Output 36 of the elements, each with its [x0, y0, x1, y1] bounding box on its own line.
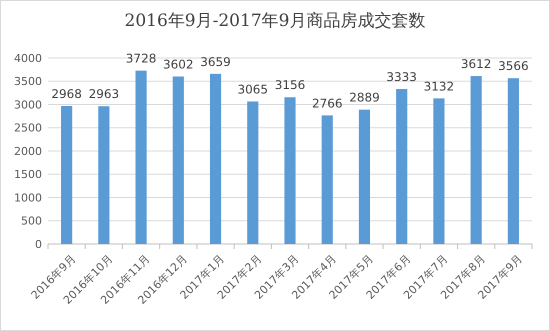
data-label: 3566: [498, 59, 529, 74]
data-label: 3659: [200, 54, 231, 69]
bar: [508, 78, 519, 244]
bar: [433, 98, 445, 244]
data-label: 3728: [126, 52, 156, 66]
bar: [210, 74, 222, 244]
bar: [322, 115, 333, 244]
y-tick-label: 500: [21, 214, 42, 228]
data-label: 2766: [312, 96, 343, 110]
y-tick-label: 4000: [14, 52, 42, 65]
bar: [61, 106, 72, 244]
bar: [172, 76, 184, 244]
bar: [98, 106, 110, 244]
bar: [247, 101, 258, 244]
y-tick-label: 2500: [14, 122, 42, 135]
data-label: 2968: [51, 86, 82, 101]
data-label: 3156: [274, 78, 306, 92]
data-label: 3612: [460, 57, 492, 72]
y-tick-label: 3000: [14, 98, 42, 112]
bar: [358, 110, 370, 244]
data-label: 3602: [163, 58, 194, 72]
y-tick-label: 1500: [14, 168, 42, 182]
y-tick-label: 2000: [14, 144, 42, 158]
bar: [284, 97, 296, 244]
data-label: 3132: [424, 79, 454, 94]
data-label: 3333: [386, 70, 417, 84]
bar: [135, 70, 147, 244]
y-tick-label: 3500: [14, 75, 42, 88]
bar: [396, 89, 408, 244]
data-label: 3065: [237, 82, 268, 96]
y-tick-label: 0: [35, 238, 42, 251]
data-label: 2889: [349, 90, 380, 105]
chart-title: 2016年9月-2017年9月商品房成交套数: [124, 11, 426, 31]
y-tick-label: 1000: [14, 191, 42, 204]
data-label: 2963: [88, 87, 120, 102]
bar: [470, 76, 482, 244]
